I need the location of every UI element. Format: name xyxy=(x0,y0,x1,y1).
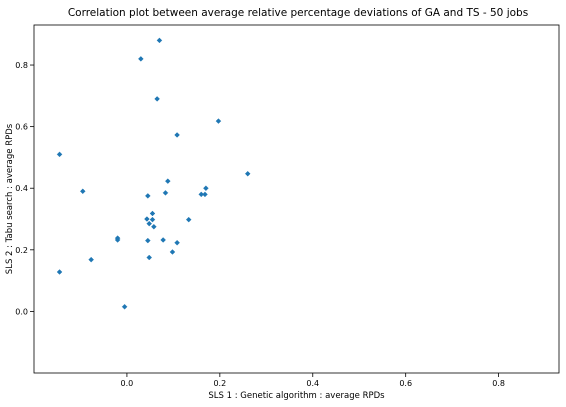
data-point xyxy=(149,216,156,223)
data-point xyxy=(151,223,157,230)
data-point xyxy=(244,170,251,177)
data-point xyxy=(114,237,121,243)
data-point xyxy=(169,249,176,255)
x-tick-label: 0.4 xyxy=(306,379,319,388)
y-axis-label: SLS 2 : Tabu search : average RPDs xyxy=(5,123,15,274)
data-point xyxy=(146,220,153,227)
data-point xyxy=(198,191,205,198)
x-axis-label: SLS 1 : Genetic algorithm : average RPDs xyxy=(208,391,385,401)
data-point xyxy=(215,118,222,124)
y-tick-label: 0.8 xyxy=(15,61,28,70)
chart-title: Correlation plot between average relativ… xyxy=(68,7,528,19)
data-point xyxy=(145,193,151,199)
x-axis-ticks: 0.0 0.2 0.4 0.6 0.8 xyxy=(121,373,505,388)
data-point xyxy=(88,256,94,263)
data-point xyxy=(146,254,153,261)
data-point xyxy=(165,178,171,184)
y-tick-label: 0.6 xyxy=(15,123,28,132)
y-tick-label: 0.0 xyxy=(15,307,28,316)
data-point xyxy=(202,191,208,198)
data-point xyxy=(160,237,166,243)
data-point xyxy=(56,269,63,275)
data-point xyxy=(154,96,160,102)
x-tick-label: 0.8 xyxy=(492,379,505,388)
data-point xyxy=(145,237,151,244)
data-point xyxy=(203,185,209,192)
data-point xyxy=(185,216,192,223)
plot-frame xyxy=(33,24,560,374)
data-point xyxy=(56,151,63,158)
data-point xyxy=(80,188,86,195)
x-tick-label: 0.0 xyxy=(121,379,134,388)
data-point xyxy=(138,56,144,62)
data-point xyxy=(156,37,163,44)
data-point xyxy=(149,210,156,217)
data-point xyxy=(162,190,169,196)
y-axis-ticks: 0.0 0.2 0.4 0.6 0.8 xyxy=(15,61,34,316)
y-tick-label: 0.4 xyxy=(15,184,28,193)
y-tick-label: 0.2 xyxy=(15,246,28,255)
data-point xyxy=(174,132,180,138)
data-point xyxy=(144,216,150,222)
x-tick-label: 0.6 xyxy=(399,379,412,388)
x-tick-label: 0.2 xyxy=(213,379,226,388)
data-point xyxy=(121,304,128,310)
data-point xyxy=(174,239,180,246)
data-points xyxy=(56,37,251,310)
